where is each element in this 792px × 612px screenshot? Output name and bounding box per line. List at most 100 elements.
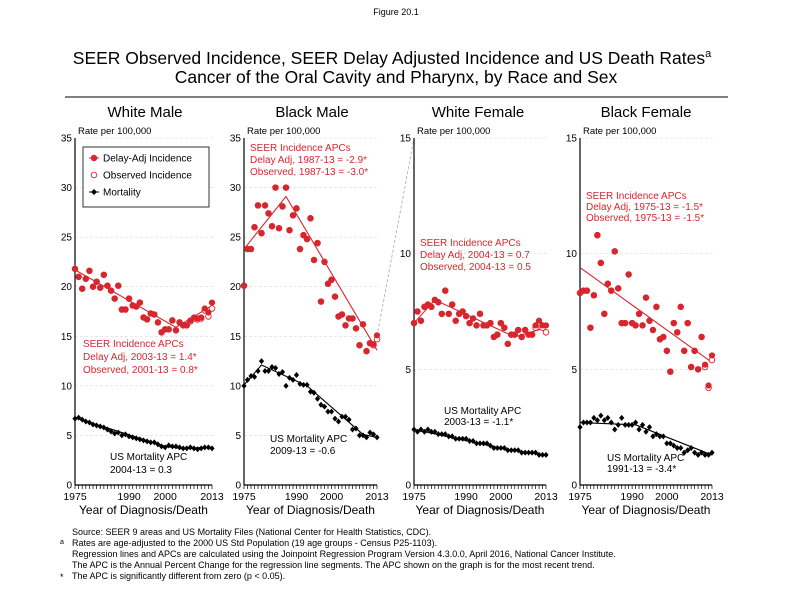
delay-adj-point [410,319,418,327]
delay-adj-point [667,368,674,375]
legend: Delay-Adj Incidence Observed Incidence M… [82,146,210,208]
mortality-point [512,447,518,454]
y-tick-label: 30 [230,183,242,194]
delay-adj-point [321,258,328,266]
incidence-apc-text: Observed, 2004-13 = 0.5 [420,262,531,273]
panel-black-male: Black Male Rate per 100,000 0 5 10 15 20 25 30 35… [230,104,389,517]
mortality-point [104,426,111,433]
panel-title: White Male [107,104,182,121]
mortality-point [626,421,632,428]
mortality-point [646,424,653,431]
mortality-point [460,435,466,442]
mortality-apc-text: US Mortality APC [270,434,347,445]
mortality-point [265,367,272,374]
mortality-point [346,416,352,423]
delay-adj-point [583,287,591,294]
delay-adj-point [258,230,265,237]
mortality-point [286,374,293,381]
delay-adj-point [370,341,377,348]
delay-adj-point [622,319,629,327]
mortality-point [90,421,96,428]
x-tick-label: 1975 [568,491,592,503]
mortality-point [76,414,82,421]
delay-adj-point [701,361,709,368]
x-tick-label: 2000 [320,491,344,503]
delay-adj-point [169,317,176,324]
mortality-apc-text: 2009-13 = -0.6 [270,446,336,457]
mortality-point [612,426,618,433]
footnote-a: Rates are age-adjusted to the 2000 US St… [72,538,437,548]
mortality-point [244,376,251,383]
mortality-point [491,444,497,451]
y-tick-label: 0 [405,481,411,492]
delay-adj-point [452,317,459,324]
mortality-point [276,370,282,377]
mortality-point [484,440,490,447]
y-axis-label: Rate per 100,000 [417,126,490,137]
mortality-point [363,434,370,441]
x-tick-label: 1975 [232,491,256,503]
delay-adj-point [296,245,304,253]
y-tick-label: 20 [230,282,242,293]
mortality-point [144,438,150,445]
x-axis-label: Year of Diagnosis/Death [246,503,375,517]
panel-title: White Female [432,104,525,121]
mortality-point [335,418,342,425]
mortality-point [692,449,698,456]
mortality-point [636,426,642,433]
mortality-point [432,428,438,435]
mortality-point [112,430,118,437]
mortality-point [342,413,349,420]
delay-adj-point [349,315,356,322]
y-axis-label: Rate per 100,000 [583,126,656,137]
footnote-a-mark: a [60,539,64,546]
panel-white-male: White Male Rate per 100,000 0 5 10 15 20 25 30 35… [61,104,224,517]
mortality-point [487,442,494,449]
incidence-apc-text: SEER Incidence APCs [83,339,184,350]
figure-label: Figure 20.1 [373,7,419,17]
delay-adj-point [597,259,604,267]
delay-adj-point [501,324,508,331]
x-tick-label: 2000 [489,491,513,503]
mortality-point [283,382,289,389]
delay-adj-point [310,256,318,264]
mortality-point [650,433,656,440]
delay-adj-point [75,273,82,280]
mortality-point [162,444,168,451]
mortality-point [498,444,504,451]
mortality-point [137,436,143,443]
mortality-point [255,367,261,374]
delay-adj-point [251,224,258,231]
mortality-point [477,440,483,447]
panel-title: Black Male [275,104,348,121]
delay-adj-point [198,314,205,321]
mortality-point [328,408,335,415]
mortality-point [515,447,521,454]
delay-adj-point [373,332,381,339]
delay-adj-point [459,308,466,315]
mortality-apc-text: 2003-13 = -1.1* [444,417,513,428]
delay-adj-point [122,306,129,313]
y-tick-label: 15 [61,332,73,343]
x-tick-label: 2013 [200,491,224,503]
delay-adj-point [535,317,543,324]
mortality-point [501,444,507,451]
y-tick-label: 35 [230,134,242,145]
mortality-point [529,449,535,456]
x-axis-label: Year of Diagnosis/Death [416,503,545,517]
delay-adj-point [705,382,712,389]
mortality-point [133,435,139,442]
mortality-point [442,431,448,438]
mortality-point [367,429,373,436]
x-tick-label: 2000 [153,491,177,503]
delay-adj-point [587,324,594,331]
mortality-point [126,433,132,440]
delay-adj-point [272,184,279,191]
x-tick-label: 1990 [285,491,309,503]
mortality-point [251,373,258,380]
footnote-star-mark: * [60,572,64,582]
mortality-point [248,372,254,379]
delay-adj-point [115,282,122,289]
delay-adj-point [282,184,290,191]
mortality-point [463,435,469,442]
